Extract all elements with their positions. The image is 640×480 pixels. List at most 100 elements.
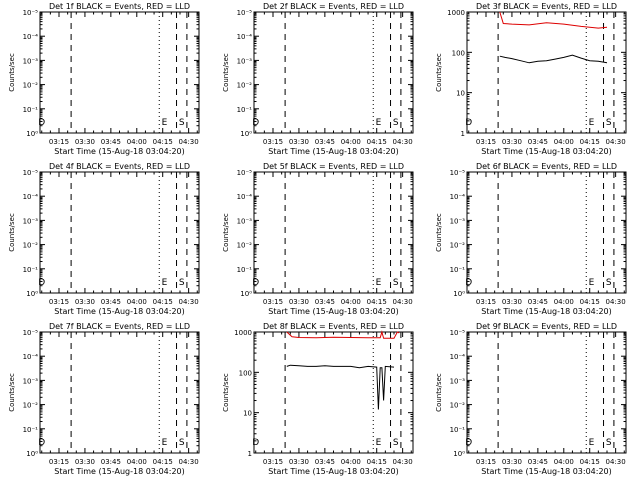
x-tick-label: 03:45	[528, 298, 548, 306]
panel-title: Det 4f BLACK = Events, RED = LLD	[49, 162, 190, 171]
y-tick-label: 100	[239, 369, 252, 377]
x-axis-label: Start Time (15-Aug-18 03:04:20)	[54, 147, 185, 156]
x-tick-label: 03:15	[49, 458, 69, 466]
y-tick-label: 10⁻⁴	[450, 193, 466, 201]
x-tick-label: 04:30	[606, 458, 626, 466]
x-tick-label: 04:30	[179, 138, 199, 146]
x-tick-label: 04:00	[554, 138, 574, 146]
y-tick-label: 1	[248, 450, 252, 458]
plot-frame	[39, 171, 200, 294]
y-tick-label: 1000	[234, 329, 252, 337]
y-tick-label: 1000	[447, 9, 465, 17]
panel-title: Det 3f BLACK = Events, RED = LLD	[476, 2, 617, 11]
x-axis-label: Start Time (15-Aug-18 03:04:20)	[54, 467, 185, 476]
y-tick-label: 10⁻²	[237, 242, 253, 250]
y-tick-label: 10⁰	[453, 450, 465, 458]
x-tick-label: 04:30	[179, 458, 199, 466]
plot-frame	[466, 11, 627, 134]
y-tick-label: 10⁻²	[23, 402, 39, 410]
plot-frame	[466, 171, 627, 294]
x-tick-label: 03:15	[476, 458, 496, 466]
event-marker: E	[162, 278, 168, 288]
x-tick-label: 04:15	[580, 298, 600, 306]
x-tick-label: 03:15	[263, 298, 283, 306]
event-marker: D	[38, 118, 45, 128]
y-tick-label: 10⁻⁵	[23, 329, 39, 337]
x-tick-label: 03:30	[75, 298, 95, 306]
y-tick-label: 10⁻³	[237, 57, 253, 65]
x-tick-label: 04:15	[153, 298, 173, 306]
y-tick-label: 10⁰	[26, 450, 38, 458]
y-axis-label: Counts/sec	[8, 213, 16, 252]
y-tick-label: 10⁻³	[450, 377, 466, 385]
x-tick-label: 04:30	[393, 458, 413, 466]
plot-frame	[253, 11, 414, 134]
y-tick-label: 10⁰	[240, 130, 252, 138]
x-tick-label: 03:30	[289, 298, 309, 306]
event-marker: E	[589, 278, 595, 288]
y-tick-label: 10⁻⁴	[237, 33, 253, 41]
x-tick-label: 04:30	[393, 298, 413, 306]
x-tick-label: 04:30	[393, 138, 413, 146]
y-tick-label: 10⁻¹	[237, 106, 253, 114]
x-axis-label: Start Time (15-Aug-18 03:04:20)	[481, 147, 612, 156]
y-tick-label: 10⁻⁵	[237, 9, 253, 17]
event-marker: D	[252, 438, 259, 448]
y-axis-label: Counts/sec	[222, 53, 230, 92]
event-marker: D	[38, 278, 45, 288]
x-tick-label: 03:45	[528, 458, 548, 466]
event-marker: D	[252, 278, 259, 288]
y-tick-label: 10⁻⁴	[237, 193, 253, 201]
panel-title: Det 9f BLACK = Events, RED = LLD	[476, 322, 617, 331]
y-tick-label: 10⁻³	[23, 57, 39, 65]
panel-title: Det 5f BLACK = Events, RED = LLD	[263, 162, 404, 171]
y-tick-label: 10	[456, 90, 465, 98]
x-axis-label: Start Time (15-Aug-18 03:04:20)	[481, 467, 612, 476]
data-series-line	[499, 11, 608, 29]
y-axis-label: Counts/sec	[222, 373, 230, 412]
event-marker: E	[376, 278, 382, 288]
x-tick-label: 04:15	[580, 458, 600, 466]
event-marker: D	[465, 118, 472, 128]
x-tick-label: 04:00	[127, 298, 147, 306]
x-tick-label: 03:45	[315, 298, 335, 306]
x-tick-label: 03:45	[101, 298, 121, 306]
x-tick-label: 04:15	[367, 458, 387, 466]
event-marker: E	[162, 118, 168, 128]
x-tick-label: 03:30	[502, 138, 522, 146]
y-axis-label: Counts/sec	[8, 53, 16, 92]
x-tick-label: 04:15	[367, 138, 387, 146]
plot-frame	[39, 11, 200, 134]
x-tick-label: 03:45	[101, 458, 121, 466]
event-marker: D	[252, 118, 259, 128]
x-axis-label: Start Time (15-Aug-18 03:04:20)	[268, 307, 399, 316]
y-tick-label: 10⁰	[240, 290, 252, 298]
x-tick-label: 03:15	[476, 298, 496, 306]
x-tick-label: 04:15	[367, 298, 387, 306]
x-tick-label: 04:00	[127, 138, 147, 146]
x-axis-label: Start Time (15-Aug-18 03:04:20)	[481, 307, 612, 316]
y-axis-label: Counts/sec	[8, 373, 16, 412]
x-tick-label: 03:30	[75, 138, 95, 146]
x-tick-label: 03:30	[289, 138, 309, 146]
y-tick-label: 10⁻¹	[450, 266, 466, 274]
y-tick-label: 10⁻⁵	[450, 169, 466, 177]
panel-title: Det 1f BLACK = Events, RED = LLD	[49, 2, 190, 11]
y-tick-label: 10⁰	[26, 290, 38, 298]
y-tick-label: 10⁻⁵	[23, 169, 39, 177]
y-tick-label: 10⁻²	[450, 402, 466, 410]
panel-title: Det 6f BLACK = Events, RED = LLD	[476, 162, 617, 171]
panel-title: Det 2f BLACK = Events, RED = LLD	[263, 2, 404, 11]
x-tick-label: 04:00	[341, 458, 361, 466]
event-marker: E	[589, 118, 595, 128]
event-marker: S	[606, 438, 612, 448]
y-tick-label: 10⁻⁵	[450, 329, 466, 337]
event-marker: S	[393, 278, 399, 288]
y-tick-label: 10⁻⁵	[237, 169, 253, 177]
plot-frame	[39, 331, 200, 454]
x-tick-label: 03:15	[476, 138, 496, 146]
y-tick-label: 10⁻⁴	[23, 353, 39, 361]
y-axis-label: Counts/sec	[435, 373, 443, 412]
x-tick-label: 04:00	[341, 138, 361, 146]
